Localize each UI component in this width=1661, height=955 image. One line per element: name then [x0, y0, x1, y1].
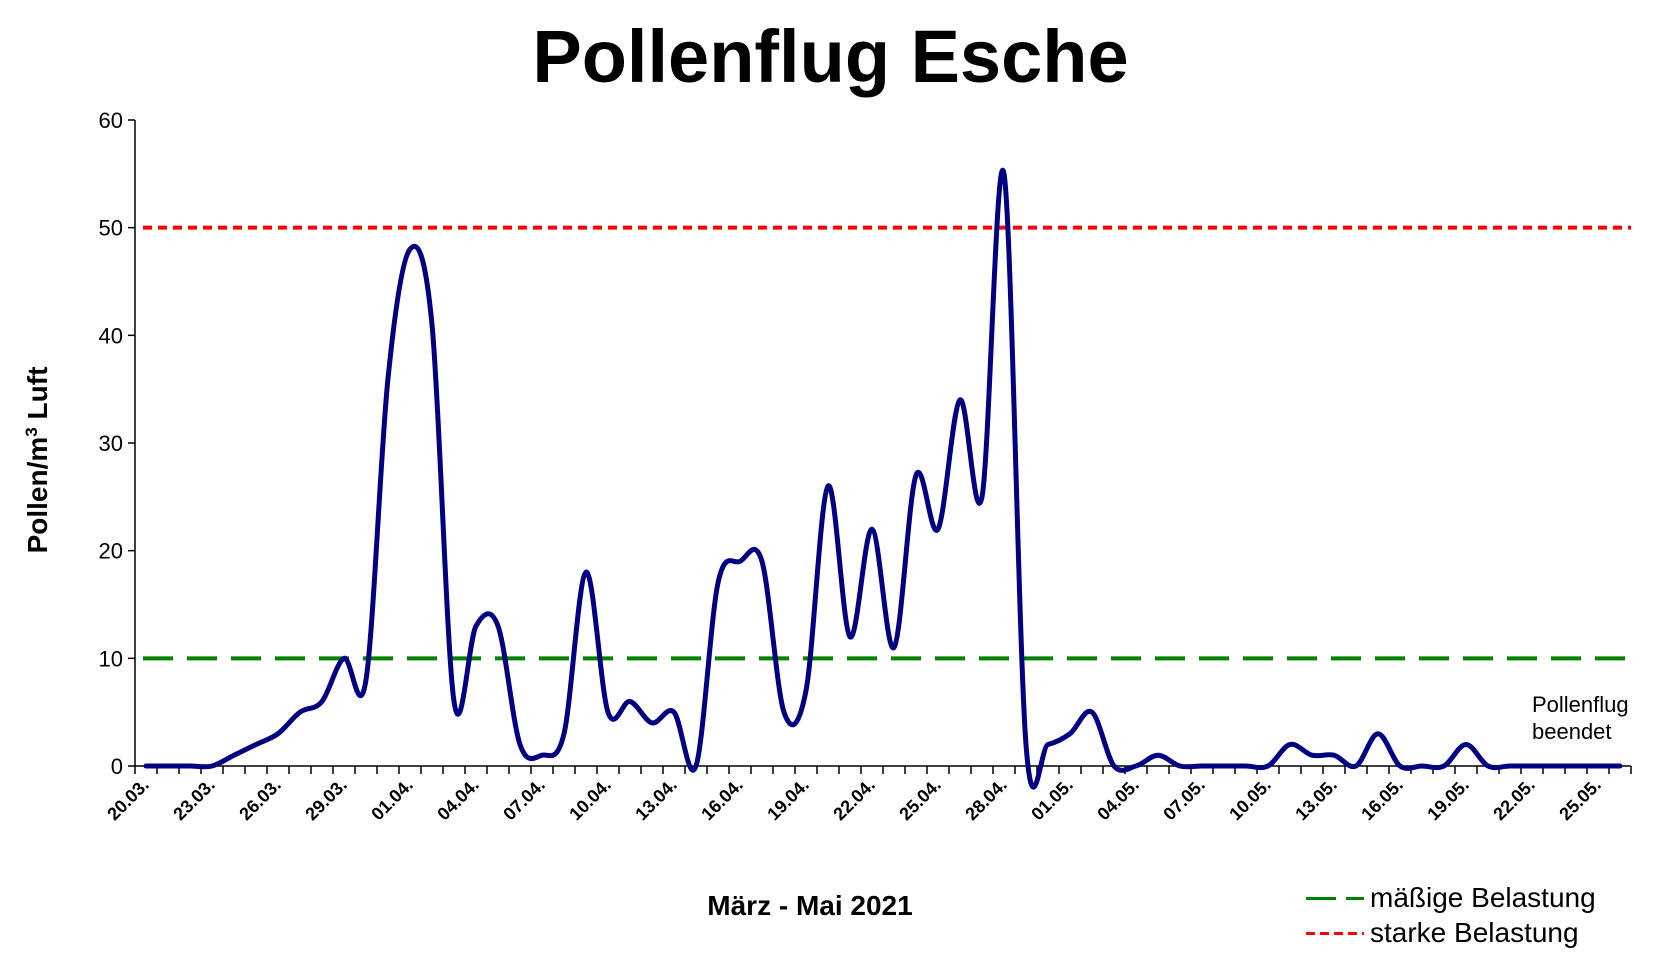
x-tick-label: 13.05.	[1291, 775, 1341, 825]
legend-item-moderate: mäßige Belastung	[1306, 880, 1596, 915]
annotation-pollenflug-beendet: Pollenflug beendet	[1532, 691, 1629, 745]
x-tick-label: 10.05.	[1225, 775, 1275, 825]
x-tick-label: 26.03.	[235, 775, 285, 825]
series-line	[143, 167, 1623, 790]
legend-label-moderate: mäßige Belastung	[1370, 881, 1596, 913]
y-tick-label: 10	[99, 646, 123, 671]
x-axis-title: März - Mai 2021	[707, 890, 913, 921]
x-tick-label: 16.04.	[697, 775, 747, 825]
legend: mäßige Belastung starke Belastung	[1306, 880, 1596, 950]
x-tick-label: 29.03.	[301, 775, 351, 825]
x-tick-label: 04.05.	[1093, 775, 1143, 825]
x-tick-label: 28.04.	[961, 775, 1011, 825]
x-tick-label: 07.05.	[1159, 775, 1209, 825]
x-tick-label: 20.03.	[103, 775, 153, 825]
x-tick-label: 07.04.	[499, 775, 549, 825]
data-series	[143, 167, 1623, 790]
x-tick-label: 01.04.	[367, 775, 417, 825]
annotation-line-1: Pollenflug	[1532, 692, 1629, 717]
y-tick-label: 0	[111, 754, 123, 779]
x-tick-label: 10.04.	[565, 775, 615, 825]
y-tick-label: 50	[99, 216, 123, 241]
x-tick-label: 19.05.	[1423, 775, 1473, 825]
y-axis-title: Pollen/m3 Luft	[21, 366, 54, 554]
x-tick-label: 13.04.	[631, 775, 681, 825]
y-tick-label: 60	[99, 108, 123, 133]
x-tick-label: 16.05.	[1357, 775, 1407, 825]
y-tick-label: 40	[99, 323, 123, 348]
legend-item-strong: starke Belastung	[1306, 915, 1596, 950]
axes: 0 10 20 30 40 50 60 20.03. 23.03. 26.03. 29.03. 01.…	[99, 108, 1632, 825]
x-tick-label: 23.03.	[169, 775, 219, 825]
x-tick-label: 22.05.	[1489, 775, 1539, 825]
annotation-line-2: beendet	[1532, 719, 1612, 744]
legend-label-strong: starke Belastung	[1370, 916, 1579, 948]
reference-lines	[143, 225, 1631, 661]
legend-swatch-red-dash	[1306, 931, 1364, 935]
x-tick-label: 25.05.	[1555, 775, 1605, 825]
y-tick-label: 20	[99, 539, 123, 564]
x-tick-label: 25.04.	[895, 775, 945, 825]
x-tick-label: 04.04.	[433, 775, 483, 825]
legend-swatch-green-dash	[1306, 896, 1364, 900]
chart-title: Pollenflug Esche	[532, 15, 1129, 98]
x-tick-label: 22.04.	[829, 775, 879, 825]
x-tick-label: 19.04.	[763, 775, 813, 825]
y-tick-label: 30	[99, 431, 123, 456]
